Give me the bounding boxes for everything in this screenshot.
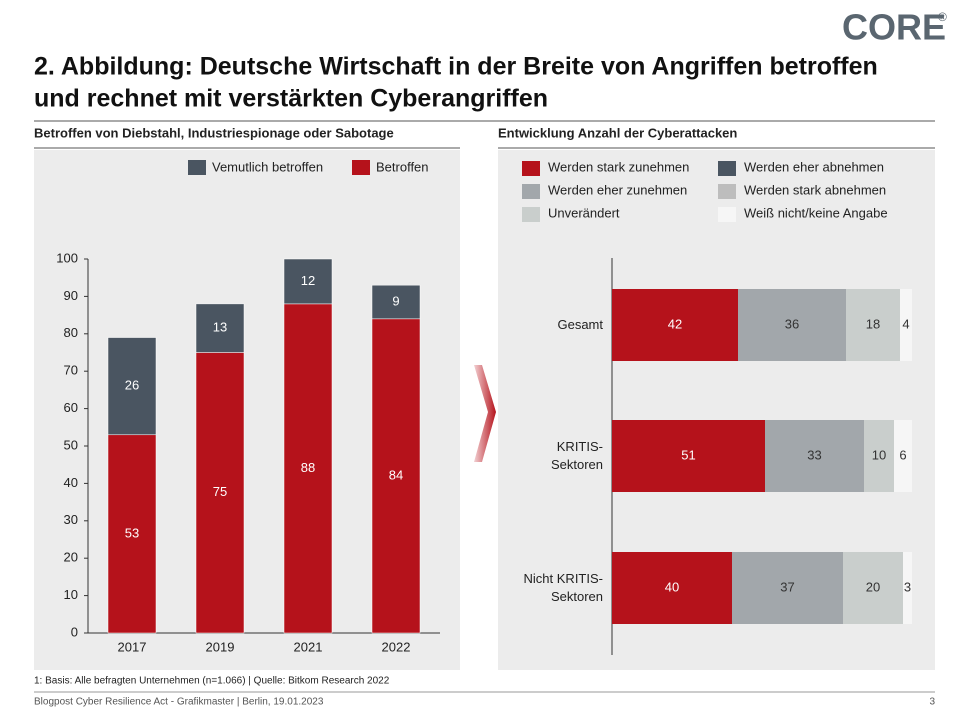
- logo-mark: ®: [938, 10, 947, 24]
- bar-segment: [864, 420, 894, 492]
- bar-segment: [894, 420, 912, 492]
- x-tick-label: 2022: [382, 639, 411, 654]
- value-label: 10: [872, 447, 886, 462]
- footnote: 1: Basis: Alle befragten Unternehmen (n=…: [34, 676, 390, 687]
- x-tick-label: 2017: [118, 639, 147, 654]
- bar-segment: [195, 352, 245, 634]
- x-tick-label: 2021: [294, 639, 323, 654]
- value-label: 13: [213, 320, 227, 335]
- y-tick-label: 60: [64, 400, 78, 415]
- legend-label: Unverändert: [548, 205, 620, 220]
- value-label: 84: [389, 467, 403, 482]
- value-label: 20: [866, 579, 880, 594]
- value-label: 9: [392, 293, 399, 308]
- y-tick-label: 70: [64, 363, 78, 378]
- bar-segment: [900, 289, 912, 361]
- bar-segment: [846, 289, 900, 361]
- legend-label: Werden eher zunehmen: [548, 182, 687, 197]
- legend-swatch: [522, 207, 540, 222]
- bar-segment: [195, 303, 245, 353]
- bar-segment: [612, 289, 738, 361]
- legend-swatch: [352, 160, 370, 175]
- value-label: 53: [125, 525, 139, 540]
- y-tick-label: 100: [56, 250, 78, 265]
- bar-segment: [612, 552, 732, 624]
- legend-label: Weiß nicht/keine Angabe: [744, 205, 888, 220]
- bar-segment: [283, 303, 333, 634]
- bar-segment: [612, 420, 765, 492]
- y-tick-label: 40: [64, 475, 78, 490]
- arrow: [474, 365, 496, 462]
- value-label: 6: [899, 447, 906, 462]
- legend-swatch: [188, 160, 206, 175]
- bar-segment: [738, 289, 846, 361]
- title: und rechnet mit verstärkten Cyberangriff…: [34, 85, 548, 113]
- logo: CORE: [842, 7, 946, 48]
- value-label: 36: [785, 316, 799, 331]
- bar-segment: [371, 318, 421, 634]
- title: 2. Abbildung: Deutsche Wirtschaft in der…: [34, 53, 878, 81]
- legend-swatch: [522, 161, 540, 176]
- bar-segment: [903, 552, 912, 624]
- y-tick-label: 20: [64, 550, 78, 565]
- bar-segment: [843, 552, 903, 624]
- legend-swatch: [522, 184, 540, 199]
- value-label: 18: [866, 316, 880, 331]
- panel-title: Betroffen von Diebstahl, Industriespiona…: [34, 125, 394, 140]
- bar-segment: [107, 434, 157, 634]
- value-label: 40: [665, 579, 679, 594]
- value-label: 3: [904, 579, 911, 594]
- legend-swatch: [718, 207, 736, 222]
- value-label: 12: [301, 273, 315, 288]
- category-label: Nicht KRITIS- Sektoren: [523, 571, 603, 604]
- value-label: 75: [213, 484, 227, 499]
- legend-label: Betroffen: [376, 159, 429, 174]
- bar-segment: [283, 258, 333, 305]
- legend-swatch: [718, 161, 736, 176]
- bar-segment: [765, 420, 864, 492]
- bar-segment: [732, 552, 843, 624]
- bar-segment: [371, 284, 421, 320]
- category-label: Gesamt: [557, 317, 603, 332]
- panel-title: Entwicklung Anzahl der Cyberattacken: [498, 125, 737, 140]
- value-label: 4: [902, 316, 909, 331]
- legend-label: Werden stark zunehmen: [548, 159, 689, 174]
- x-tick-label: 2019: [206, 639, 235, 654]
- legend-label: Werden eher abnehmen: [744, 159, 884, 174]
- bar-segment: [107, 337, 157, 436]
- page-number: 3: [929, 697, 935, 708]
- value-label: 26: [125, 378, 139, 393]
- legend-label: Werden stark abnehmen: [744, 182, 886, 197]
- y-tick-label: 80: [64, 325, 78, 340]
- value-label: 37: [780, 579, 794, 594]
- y-tick-label: 30: [64, 512, 78, 527]
- y-tick-label: 50: [64, 437, 78, 452]
- y-tick-label: 10: [64, 587, 78, 602]
- footer: Blogpost Cyber Resilience Act - Grafikma…: [34, 697, 324, 708]
- y-tick-label: 0: [71, 624, 78, 639]
- value-label: 88: [301, 460, 315, 475]
- y-tick-label: 90: [64, 288, 78, 303]
- legend-label: Vemutlich betroffen: [212, 159, 323, 174]
- legend-swatch: [718, 184, 736, 199]
- category-label: KRITIS- Sektoren: [550, 439, 603, 472]
- value-label: 51: [681, 447, 695, 462]
- value-label: 33: [807, 447, 821, 462]
- value-label: 42: [668, 316, 682, 331]
